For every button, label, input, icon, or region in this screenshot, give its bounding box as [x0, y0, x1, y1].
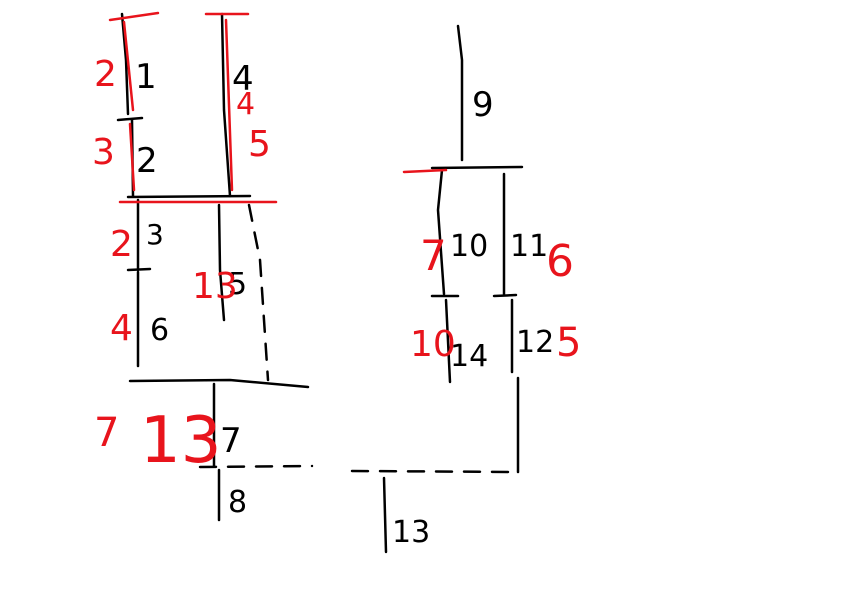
segment-13 — [382, 476, 388, 554]
label-black-12: 12 — [516, 325, 554, 360]
tick-11-12 — [492, 293, 518, 298]
join-bottom — [128, 378, 310, 389]
label-black-1: 1 — [135, 57, 157, 97]
label-black-10: 10 — [450, 229, 488, 264]
label-red-13-bottom: 13 — [140, 404, 221, 478]
red-segment-2 — [128, 122, 136, 192]
label-red-6: 6 — [546, 236, 574, 287]
label-red-3: 3 — [92, 132, 115, 173]
label-red-4-col: 4 — [236, 87, 255, 122]
label-black-11: 11 — [510, 229, 548, 264]
label-red-4: 4 — [110, 308, 133, 349]
label-red-10: 10 — [410, 324, 456, 365]
segment-14 — [444, 298, 452, 384]
red-segment-1 — [122, 20, 135, 112]
dashed-5-side — [247, 203, 270, 382]
segment-5 — [217, 203, 226, 322]
label-black-5: 5 — [228, 267, 247, 302]
label-red-7-left: 7 — [94, 410, 119, 456]
red-cap-1 — [108, 11, 160, 22]
label-black-9: 9 — [472, 85, 494, 125]
segment-10 — [436, 168, 446, 296]
label-red-7-right: 7 — [420, 231, 447, 280]
label-black-6: 6 — [150, 313, 169, 348]
dashed-bottom-right — [350, 469, 520, 474]
tick-3-6 — [126, 267, 152, 272]
label-black-2: 2 — [136, 141, 158, 181]
join-9 — [430, 165, 524, 170]
dashed-bottom-left — [198, 464, 314, 469]
join-top — [126, 194, 252, 199]
right-tree-lines — [350, 24, 524, 554]
red-cap-10 — [402, 168, 448, 174]
label-black-3: 3 — [146, 218, 164, 251]
segment-1 — [120, 12, 130, 116]
segment-4 — [220, 12, 232, 198]
black-labels: 1 2 3 4 5 6 7 8 9 10 11 12 13 14 — [135, 57, 554, 550]
label-black-8: 8 — [228, 485, 247, 520]
label-black-4: 4 — [232, 59, 254, 99]
left-tree-lines — [116, 12, 314, 522]
label-red-13: 13 — [192, 266, 238, 307]
label-black-14: 14 — [450, 339, 488, 374]
label-red-2-mid: 2 — [110, 224, 133, 265]
label-black-13: 13 — [392, 515, 430, 550]
tick-1-2 — [116, 116, 144, 122]
red-labels: 2 3 4 5 2 13 4 7 13 7 6 10 5 — [92, 54, 581, 478]
red-segment-4 — [224, 18, 234, 192]
segment-9 — [456, 24, 464, 162]
label-black-7: 7 — [220, 421, 242, 461]
red-annotation-lines — [108, 11, 448, 204]
label-red-2-top: 2 — [94, 54, 117, 95]
label-red-5-right: 5 — [556, 320, 581, 366]
label-red-5: 5 — [248, 124, 271, 165]
